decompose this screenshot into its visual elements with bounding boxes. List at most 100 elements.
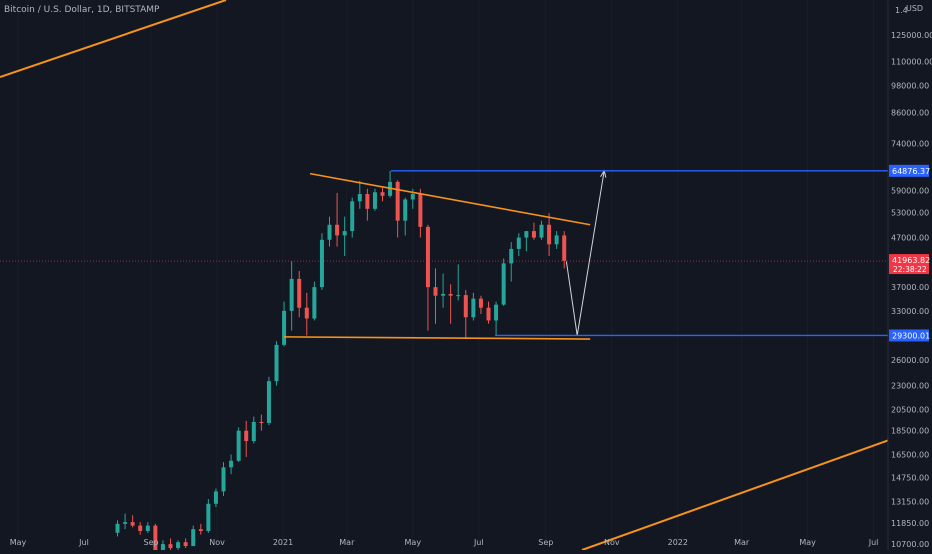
candle (289, 278, 294, 311)
candle (191, 529, 196, 547)
candle (145, 525, 150, 531)
candle (365, 194, 370, 209)
candle (130, 522, 135, 526)
currency-label[interactable]: USD (906, 4, 924, 13)
x-tick-label: 2022 (668, 538, 688, 547)
candle (425, 226, 430, 288)
candle (509, 248, 514, 264)
candle (236, 430, 241, 461)
candle (486, 307, 491, 321)
y-tick-label: 125000.00 (891, 31, 932, 40)
candle (327, 224, 332, 240)
y-tick-label: 33000.00 (891, 307, 929, 316)
candle (372, 192, 377, 209)
candle (433, 287, 438, 296)
candle (206, 503, 211, 531)
candle (312, 287, 317, 319)
outer-trendline-lower (581, 428, 921, 551)
projection-path (565, 170, 605, 336)
candle (153, 525, 158, 553)
x-axis[interactable]: May Jul Sep Nov 2021 Mar May Jul Sep Nov 2022 Mar Ma… (10, 538, 879, 547)
x-tick-label: 2021 (273, 538, 293, 547)
candle (115, 523, 120, 533)
price-levels[interactable] (0, 170, 888, 337)
y-tick-label: 86000.00 (891, 108, 929, 117)
y-tick-label: 13150.00 (891, 497, 929, 506)
candle (183, 542, 188, 547)
candle (266, 381, 271, 424)
candle (554, 235, 559, 245)
candle (403, 199, 408, 221)
candle (319, 239, 324, 288)
candles (115, 170, 567, 554)
candle (259, 421, 264, 424)
trendline (284, 336, 591, 340)
y-axis[interactable]: 125000.00 110000.00 98000.00 86000.00 74000.… (887, 0, 932, 550)
y-tick-label: 18500.00 (891, 427, 929, 436)
candle (357, 194, 362, 202)
candle (395, 181, 400, 221)
x-tick-label: Jul (78, 538, 89, 547)
candle (547, 224, 552, 245)
x-tick-label: May (10, 538, 27, 547)
price-level-label: 64876.37 (892, 167, 930, 176)
grid (17, 0, 874, 540)
y-tick-label: 11850.00 (891, 519, 929, 528)
candle (274, 344, 279, 382)
candle (478, 298, 483, 308)
candle (168, 544, 173, 549)
candle (539, 224, 544, 238)
candle (304, 307, 309, 319)
y-tick-label: 16500.00 (891, 450, 929, 459)
candle (138, 525, 143, 531)
candle (410, 194, 415, 200)
candle (456, 295, 461, 297)
countdown-label: 22:38:22 (893, 265, 927, 274)
candle (524, 231, 529, 238)
y-tick-label: 110000.00 (891, 57, 932, 66)
candle (123, 522, 128, 524)
candle (441, 293, 446, 296)
candle (198, 529, 203, 531)
candle (531, 231, 536, 238)
candle (418, 194, 423, 227)
y-tick-label: 47000.00 (891, 234, 929, 243)
candle (463, 295, 468, 318)
price-level-tag (889, 329, 929, 342)
y-tick-label: 98000.00 (891, 81, 929, 90)
y-tick-label: 14750.00 (891, 474, 929, 483)
y-tick-label: 20500.00 (891, 405, 929, 414)
y-tick-label: 53000.00 (891, 209, 929, 218)
candle (221, 467, 226, 492)
candle (562, 235, 567, 261)
candle (448, 293, 453, 296)
candle (494, 304, 499, 321)
candle (251, 421, 256, 442)
y-tick-label: 10700.00 (891, 540, 929, 549)
candle (160, 544, 165, 553)
candle (501, 263, 506, 305)
x-tick-label: Mar (734, 538, 750, 547)
y-axis-panel (888, 0, 932, 550)
candle (380, 192, 385, 196)
current-price-label: 41963.82 (892, 256, 930, 265)
outer-trendline-upper (0, 0, 227, 78)
candle (342, 231, 347, 236)
candle (244, 430, 249, 442)
x-tick-label: Sep (538, 538, 553, 547)
candle (282, 310, 287, 345)
candle (297, 278, 302, 308)
price-level-tag (889, 164, 929, 177)
x-tick-label: Sep (144, 538, 159, 547)
candle (516, 237, 521, 249)
candle (350, 201, 355, 232)
x-tick-label: Jul (868, 538, 879, 547)
current-price-tag (889, 254, 929, 275)
drawings[interactable] (284, 169, 607, 340)
x-tick-label: Nov (604, 538, 620, 547)
x-tick-label: May (799, 538, 816, 547)
